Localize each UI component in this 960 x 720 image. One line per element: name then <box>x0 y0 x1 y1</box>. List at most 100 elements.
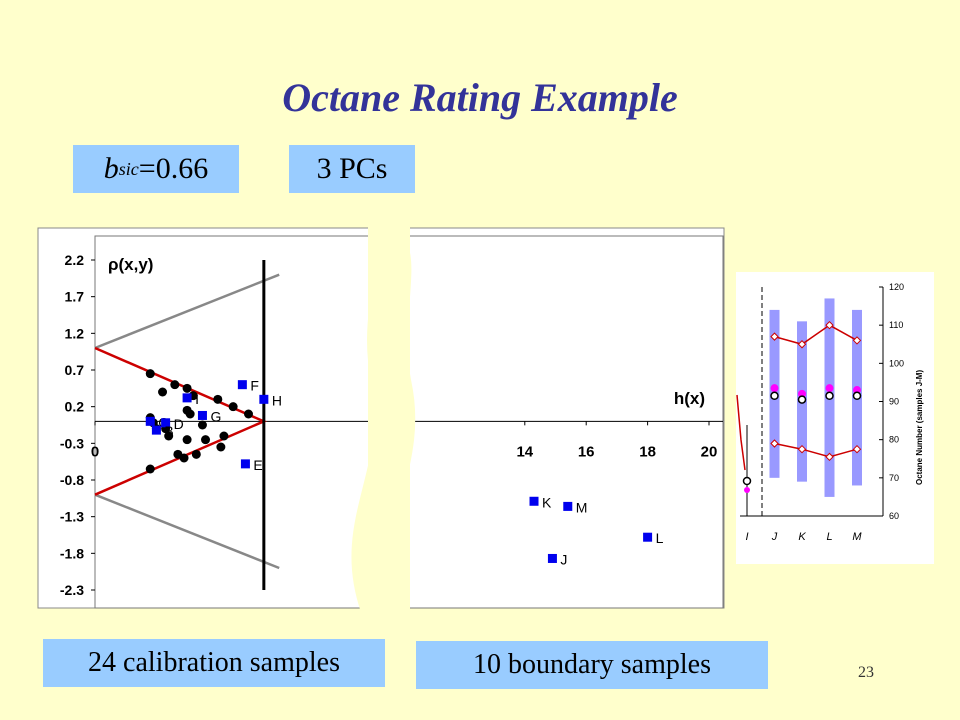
lower-limit-marker <box>770 439 779 448</box>
predicted-point <box>797 395 807 404</box>
outer-boundary-lower <box>94 493 280 570</box>
axis-break-band <box>368 224 410 612</box>
outer-boundary-upper <box>94 273 280 350</box>
bsic-value: =0.66 <box>138 152 209 185</box>
boundary-point <box>237 380 247 390</box>
octane-tick-label: 100 <box>889 358 904 368</box>
boundary-point <box>240 459 250 469</box>
calibration-point <box>182 435 192 445</box>
sample-i-point <box>742 476 752 486</box>
point-label: L <box>656 530 664 546</box>
boundary-label: 10 boundary samples <box>416 641 768 689</box>
y-tick-label: 1.7 <box>65 289 85 305</box>
calibration-point <box>244 409 253 419</box>
octane-category-label: L <box>826 531 832 543</box>
lower-limit-marker <box>797 445 807 454</box>
upper-limit-marker <box>797 340 807 349</box>
y-tick-label: 0.2 <box>65 399 85 415</box>
octane-tick-label: 110 <box>889 320 903 330</box>
y-tick-label: -1.3 <box>60 509 84 525</box>
calibration-point <box>219 431 229 441</box>
calibration-point <box>182 383 192 393</box>
boundary-point <box>151 425 161 435</box>
boundary-point <box>529 496 539 506</box>
y-tick-label: 2.2 <box>65 252 85 268</box>
point-label: I <box>195 391 199 407</box>
octane-tick-label: 70 <box>889 473 899 483</box>
octane-category-label: M <box>852 531 862 543</box>
boundary-point <box>643 532 653 542</box>
upper-limit <box>774 324 858 346</box>
y-tick-label: -0.8 <box>60 472 84 488</box>
point-label: E <box>253 457 262 473</box>
y-tick-label: -2.3 <box>60 582 84 598</box>
x-tick-label: 0 <box>91 443 99 460</box>
calibration-label: 24 calibration samples <box>43 639 385 687</box>
lower-limit-marker <box>825 452 834 462</box>
point-label: H <box>272 392 282 408</box>
y-tick-label: 1.2 <box>65 325 85 341</box>
boundary-point <box>547 553 557 563</box>
calibration-point <box>216 442 226 452</box>
calibration-point <box>197 420 207 430</box>
calibration-point <box>145 369 155 379</box>
boundary-point <box>197 410 207 420</box>
y-tick-label: -1.8 <box>60 545 84 561</box>
calibration-point <box>213 394 223 404</box>
y-axis-title: ρ(x,y) <box>108 255 153 274</box>
calibration-point <box>164 431 174 441</box>
predicted-point <box>852 391 862 401</box>
point-label: M <box>576 499 588 515</box>
pcs-label: 3 PCs <box>289 145 415 193</box>
octane-axis-title: Octane Number (samples J-M) <box>915 370 924 485</box>
calibration-point <box>185 409 195 419</box>
octane-tick-label: 90 <box>889 397 899 407</box>
point-label: F <box>250 378 259 394</box>
x-tick-label: 14 <box>516 443 533 460</box>
octane-tick-label: 120 <box>889 282 904 292</box>
octane-panel <box>736 272 934 564</box>
sample-i-limit <box>736 394 746 471</box>
lower-limit-marker <box>852 445 862 454</box>
reference-point <box>770 384 779 393</box>
predicted-point <box>825 391 834 401</box>
point-label: D <box>174 416 184 432</box>
boundary-point <box>145 416 155 426</box>
sample-i-reference <box>744 487 750 493</box>
x-axis-title: h(x) <box>674 389 705 408</box>
page-number: 23 <box>858 664 874 681</box>
octane-category-label: K <box>798 531 806 543</box>
bsic-label: b sic =0.66 <box>73 145 239 193</box>
y-tick-label: 0.7 <box>65 362 85 378</box>
calibration-point <box>179 453 189 463</box>
bsic-subscript: sic <box>118 158 139 179</box>
y-tick-label: -0.3 <box>60 435 84 451</box>
reference-point <box>825 384 834 393</box>
predicted-point <box>770 391 779 401</box>
calibration-point <box>191 449 201 459</box>
point-label: J <box>560 551 567 567</box>
octane-tick-label: 60 <box>889 511 899 521</box>
bsic-symbol: b <box>103 152 119 185</box>
lower-limit <box>774 442 858 458</box>
octane-tick-label: 80 <box>889 435 899 445</box>
boundary-point <box>259 394 269 404</box>
upper-limit-marker <box>825 320 834 330</box>
point-label: B <box>164 423 173 439</box>
boundary-point <box>182 393 192 403</box>
point-label: G <box>210 408 221 424</box>
octane-category-label: I <box>745 531 748 543</box>
boundary-point <box>161 418 171 428</box>
upper-limit-marker <box>770 332 779 341</box>
upper-limit-marker <box>852 336 862 345</box>
x-tick-label: 20 <box>701 443 718 460</box>
calibration-point <box>158 387 168 397</box>
calibration-point <box>228 402 238 412</box>
boundary-point <box>563 501 573 511</box>
calibration-point <box>201 435 211 445</box>
slide-title: Octane Rating Example <box>282 75 678 120</box>
x-tick-label: 16 <box>578 443 595 460</box>
octane-category-label: J <box>771 531 778 543</box>
x-tick-label: 18 <box>639 443 656 460</box>
